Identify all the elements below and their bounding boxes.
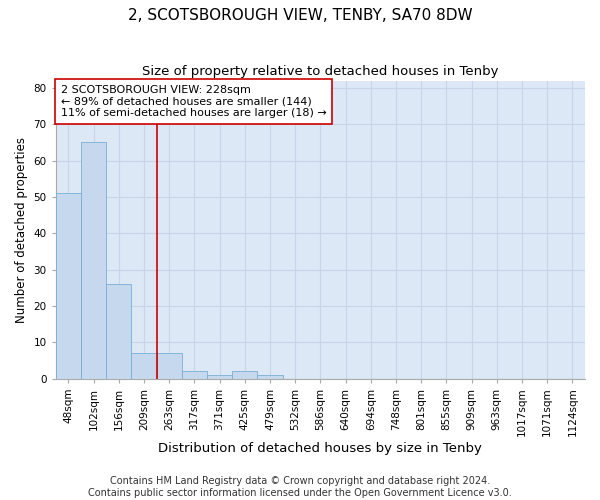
Text: 2 SCOTSBOROUGH VIEW: 228sqm
← 89% of detached houses are smaller (144)
11% of se: 2 SCOTSBOROUGH VIEW: 228sqm ← 89% of det…	[61, 85, 327, 118]
Bar	[257, 375, 283, 378]
Text: Contains HM Land Registry data © Crown copyright and database right 2024.
Contai: Contains HM Land Registry data © Crown c…	[88, 476, 512, 498]
Bar	[157, 353, 182, 378]
Bar	[81, 142, 106, 378]
Title: Size of property relative to detached houses in Tenby: Size of property relative to detached ho…	[142, 65, 499, 78]
Bar	[207, 375, 232, 378]
Bar	[56, 194, 81, 378]
Bar	[131, 353, 157, 378]
Bar	[106, 284, 131, 378]
Y-axis label: Number of detached properties: Number of detached properties	[15, 136, 28, 322]
X-axis label: Distribution of detached houses by size in Tenby: Distribution of detached houses by size …	[158, 442, 482, 455]
Text: 2, SCOTSBOROUGH VIEW, TENBY, SA70 8DW: 2, SCOTSBOROUGH VIEW, TENBY, SA70 8DW	[128, 8, 472, 22]
Bar	[182, 372, 207, 378]
Bar	[232, 372, 257, 378]
